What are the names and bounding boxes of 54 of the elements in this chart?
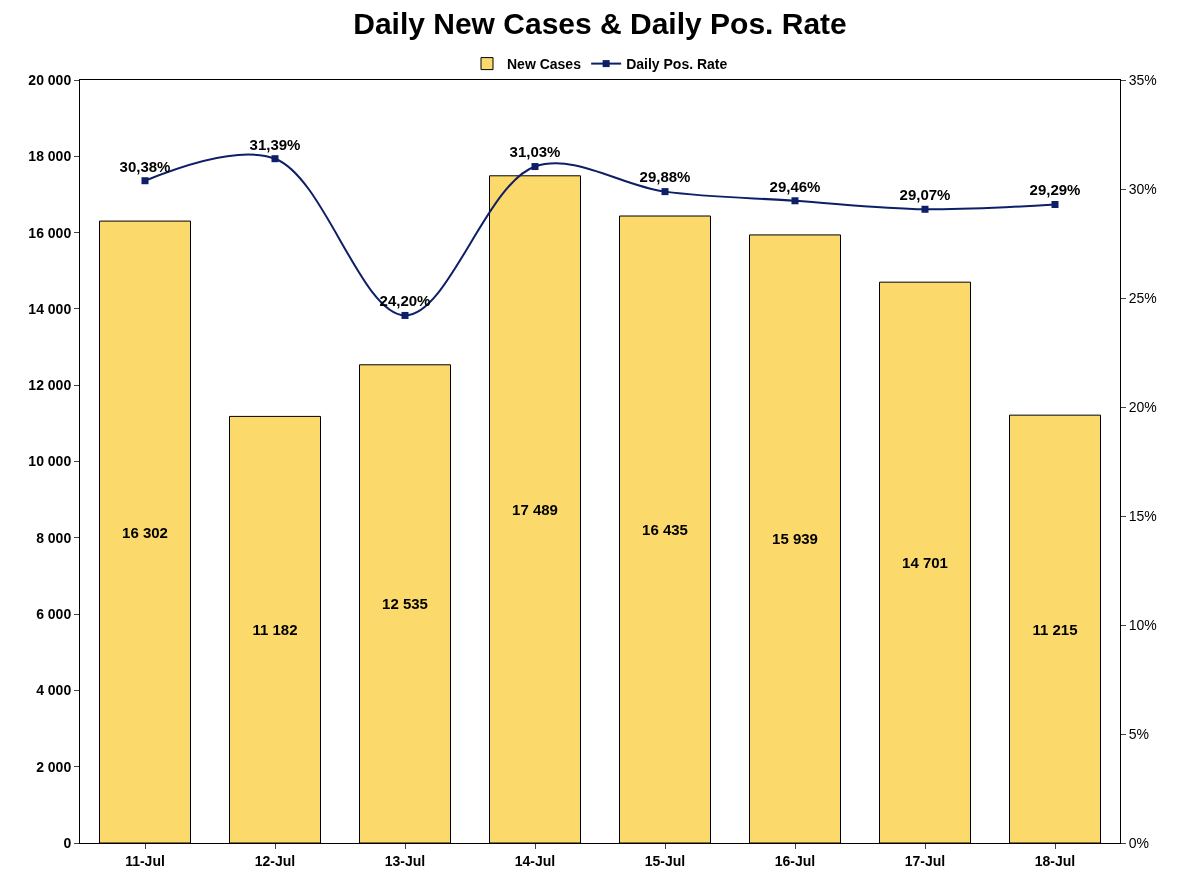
y-tick-label: 10 000 <box>28 453 72 470</box>
data-label: 12 535 <box>382 595 428 613</box>
y-tick-label: 20 000 <box>28 71 72 88</box>
x-tick-label: 15-Jul <box>644 852 686 869</box>
data-label: 16 302 <box>122 523 168 541</box>
data-label: 17 489 <box>512 500 558 518</box>
x-tick-label: 14-Jul <box>514 852 556 869</box>
y2-tick-label: 15% <box>1128 507 1157 524</box>
y2-tick-label: 35% <box>1128 71 1157 88</box>
x-tick-label: 11-Jul <box>125 852 165 869</box>
point <box>1051 200 1059 208</box>
y-tick-label: 16 000 <box>28 224 72 241</box>
data-label: 24,20% <box>379 292 431 310</box>
data-label: 29,29% <box>1029 181 1081 199</box>
data-label: 15 939 <box>772 530 818 548</box>
y-tick-label: 2 000 <box>36 758 72 775</box>
data-label: 14 701 <box>902 554 948 572</box>
data-label: 31,03% <box>509 143 561 161</box>
point <box>661 188 669 196</box>
point <box>791 197 799 205</box>
y-tick-label: 18 000 <box>28 148 72 165</box>
point <box>921 205 929 213</box>
x-tick-label: 13-Jul <box>384 852 426 869</box>
y2-tick-label: 25% <box>1128 289 1157 306</box>
y2-tick-label: 0% <box>1128 834 1150 851</box>
x-tick-label: 17-Jul <box>904 852 946 869</box>
data-label: 16 435 <box>642 521 688 538</box>
legend-label: New Cases <box>507 56 582 73</box>
point <box>141 177 149 185</box>
y-tick-label: 0 <box>63 834 72 851</box>
y-tick-label: 14 000 <box>28 300 72 317</box>
y-tick-label: 4 000 <box>36 682 72 699</box>
x-tick-label: 16-Jul <box>774 852 816 869</box>
data-label: 29,88% <box>639 168 691 186</box>
data-label: 11 182 <box>252 621 298 639</box>
data-label: 31,39% <box>249 135 301 153</box>
y2-tick-label: 10% <box>1128 616 1157 633</box>
point <box>271 155 279 163</box>
y2-tick-label: 20% <box>1128 398 1157 415</box>
legend-label: Daily Pos. Rate <box>626 56 728 73</box>
data-label: 29,07% <box>899 186 951 204</box>
data-label: 30,38% <box>119 157 171 175</box>
y-tick-label: 8 000 <box>36 529 72 546</box>
y2-tick-label: 30% <box>1128 180 1157 197</box>
y2-tick-label: 5% <box>1128 725 1150 742</box>
y-tick-label: 6 000 <box>36 606 72 622</box>
chart-title: Daily New Cases & Daily Pos. Rate <box>353 7 847 41</box>
point <box>401 311 409 319</box>
x-tick-label: 18-Jul <box>1034 852 1076 869</box>
point <box>531 163 539 171</box>
y-tick-label: 12 000 <box>28 377 72 394</box>
x-tick-label: 12-Jul <box>254 852 296 869</box>
data-label: 11 215 <box>1032 620 1078 638</box>
data-label: 29,46% <box>769 177 821 195</box>
